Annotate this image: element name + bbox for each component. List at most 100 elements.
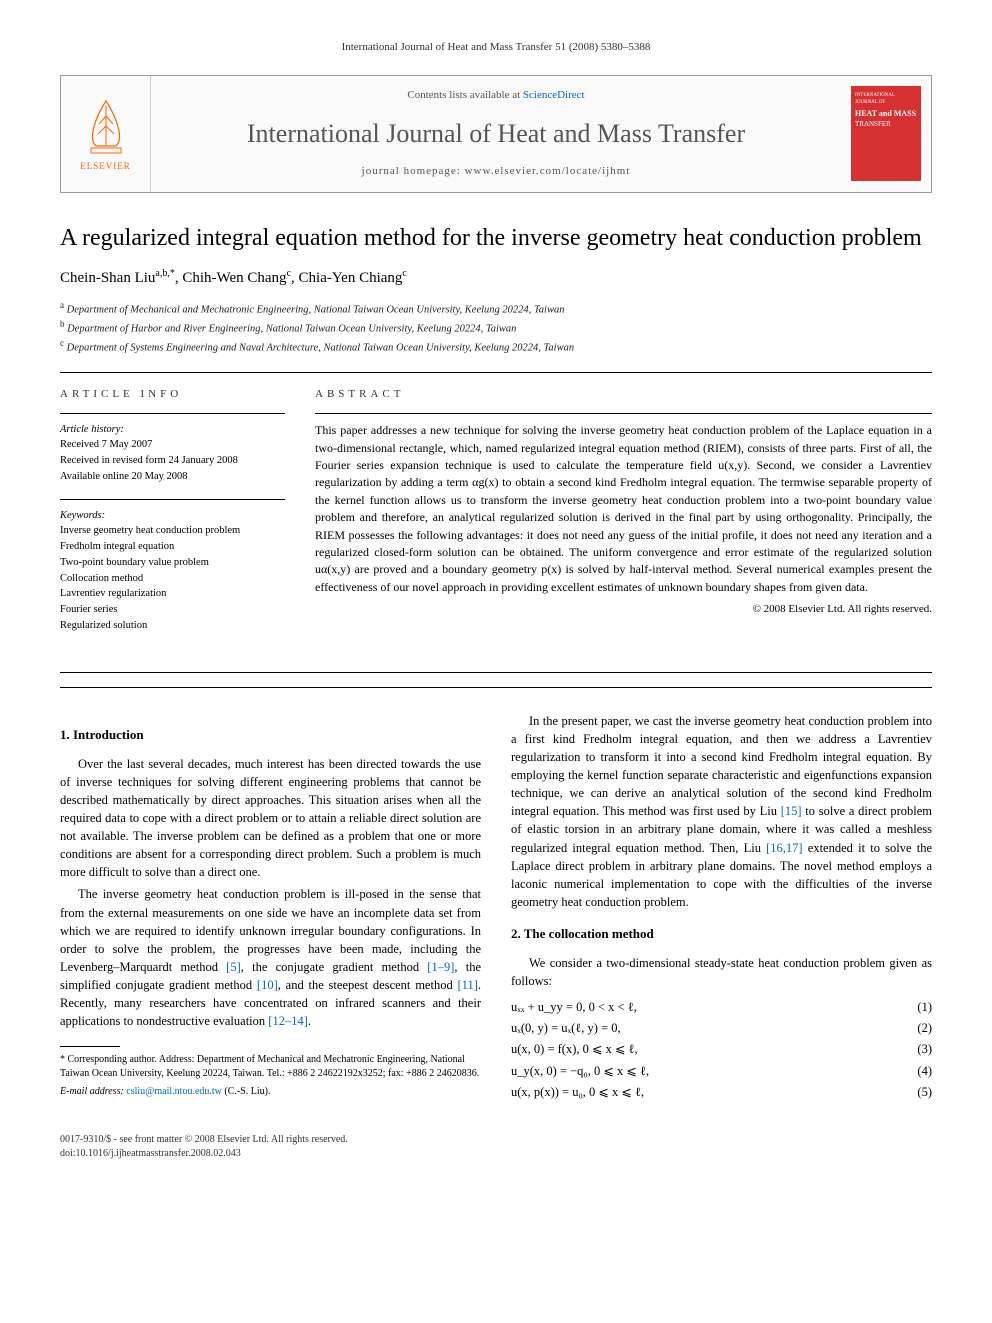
keywords-label: Keywords: bbox=[60, 510, 105, 521]
author-2: , Chih-Wen Chang bbox=[175, 270, 287, 286]
ref-link-10[interactable]: [10] bbox=[257, 978, 278, 992]
journal-name: International Journal of Heat and Mass T… bbox=[163, 116, 829, 152]
footnote-divider bbox=[60, 1046, 120, 1047]
history-received: Received 7 May 2007 bbox=[60, 439, 152, 450]
info-abstract-row: ARTICLE INFO Article history: Received 7… bbox=[60, 387, 932, 647]
history-online: Available online 20 May 2008 bbox=[60, 471, 188, 482]
ref-link-16-17[interactable]: [16,17] bbox=[766, 841, 802, 855]
affil-sup-c: c bbox=[60, 338, 64, 348]
intro-p1: Over the last several decades, much inte… bbox=[60, 755, 481, 882]
eq-5-body: u(x, p(x)) = u₀, 0 ⩽ x ⩽ ℓ, bbox=[511, 1083, 644, 1101]
ref-link-1-9[interactable]: [1–9] bbox=[427, 960, 454, 974]
intro-p2-f: . bbox=[308, 1014, 311, 1028]
abstract: ABSTRACT This paper addresses a new tech… bbox=[315, 387, 932, 647]
divider bbox=[315, 413, 932, 414]
corresponding-author-footnote: * Corresponding author. Address: Departm… bbox=[60, 1053, 481, 1081]
homepage-label: journal homepage: bbox=[362, 165, 465, 177]
email-label: E-mail address: bbox=[60, 1086, 126, 1097]
divider bbox=[60, 413, 285, 414]
contents-line: Contents lists available at ScienceDirec… bbox=[163, 88, 829, 103]
intro-heading: 1. Introduction bbox=[60, 726, 481, 745]
article-title: A regularized integral equation method f… bbox=[60, 223, 932, 253]
divider bbox=[60, 372, 932, 373]
equation-4: u_y(x, 0) = −q₀, 0 ⩽ x ⩽ ℓ, (4) bbox=[511, 1062, 932, 1080]
publisher-logo: ELSEVIER bbox=[61, 76, 151, 191]
eq-3-num: (3) bbox=[917, 1040, 932, 1058]
intro-p3: In the present paper, we cast the invers… bbox=[511, 712, 932, 911]
ref-link-12-14[interactable]: [12–14] bbox=[268, 1014, 308, 1028]
ref-link-5[interactable]: [5] bbox=[226, 960, 241, 974]
header-citation: International Journal of Heat and Mass T… bbox=[60, 40, 932, 55]
keyword-0: Inverse geometry heat conduction problem bbox=[60, 525, 240, 536]
cover-text-main: HEAT and MASS bbox=[855, 108, 917, 119]
equations-block: uₓₓ + u_yy = 0, 0 < x < ℓ, (1) uₓ(0, y) =… bbox=[511, 998, 932, 1101]
author-1-sup: a,b,* bbox=[155, 268, 174, 279]
intro-p2: The inverse geometry heat conduction pro… bbox=[60, 885, 481, 1030]
article-body: 1. Introduction Over the last several de… bbox=[60, 712, 932, 1109]
keyword-5: Fourier series bbox=[60, 604, 117, 615]
equation-1: uₓₓ + u_yy = 0, 0 < x < ℓ, (1) bbox=[511, 998, 932, 1016]
history-label: Article history: bbox=[60, 424, 124, 435]
ref-link-15[interactable]: [15] bbox=[781, 804, 802, 818]
journal-homepage: journal homepage: www.elsevier.com/locat… bbox=[163, 164, 829, 179]
article-history: Article history: Received 7 May 2007 Rec… bbox=[60, 422, 285, 485]
affil-b: Department of Harbor and River Engineeri… bbox=[67, 323, 516, 334]
collocation-p1: We consider a two-dimensional steady-sta… bbox=[511, 954, 932, 990]
elsevier-tree-icon bbox=[81, 96, 131, 156]
eq-1-num: (1) bbox=[917, 998, 932, 1016]
sciencedirect-link[interactable]: ScienceDirect bbox=[523, 89, 585, 101]
eq-3-body: u(x, 0) = f(x), 0 ⩽ x ⩽ ℓ, bbox=[511, 1040, 638, 1058]
keyword-2: Two-point boundary value problem bbox=[60, 557, 209, 568]
email-suffix: (C.-S. Liu). bbox=[222, 1086, 271, 1097]
divider bbox=[60, 499, 285, 500]
affil-sup-a: a bbox=[60, 300, 64, 310]
keywords-block: Keywords: Inverse geometry heat conducti… bbox=[60, 508, 285, 634]
author-3-sup: c bbox=[402, 268, 406, 279]
author-1: Chein-Shan Liu bbox=[60, 270, 155, 286]
cover-text-sub: TRANSFER bbox=[855, 120, 917, 130]
email-link[interactable]: csliu@mail.ntou.edu.tw bbox=[126, 1086, 222, 1097]
abstract-copyright: © 2008 Elsevier Ltd. All rights reserved… bbox=[315, 602, 932, 618]
homepage-url: www.elsevier.com/locate/ijhmt bbox=[465, 165, 631, 177]
equation-3: u(x, 0) = f(x), 0 ⩽ x ⩽ ℓ, (3) bbox=[511, 1040, 932, 1058]
cover-text-top: INTERNATIONAL JOURNAL OF bbox=[855, 92, 917, 106]
email-footnote: E-mail address: csliu@mail.ntou.edu.tw (… bbox=[60, 1085, 481, 1099]
footer-copyright: 0017-9310/$ - see front matter © 2008 El… bbox=[60, 1133, 932, 1147]
eq-4-body: u_y(x, 0) = −q₀, 0 ⩽ x ⩽ ℓ, bbox=[511, 1062, 649, 1080]
equation-2: uₓ(0, y) = uₓ(ℓ, y) = 0, (2) bbox=[511, 1019, 932, 1037]
keyword-4: Lavrentiev regularization bbox=[60, 588, 166, 599]
banner-center: Contents lists available at ScienceDirec… bbox=[151, 76, 841, 191]
article-info-heading: ARTICLE INFO bbox=[60, 387, 285, 402]
divider-thick bbox=[60, 687, 932, 688]
author-3: , Chia-Yen Chiang bbox=[291, 270, 402, 286]
affil-c: Department of Systems Engineering and Na… bbox=[67, 343, 574, 354]
publisher-name: ELSEVIER bbox=[80, 160, 131, 173]
journal-banner: ELSEVIER Contents lists available at Sci… bbox=[60, 75, 932, 192]
eq-2-body: uₓ(0, y) = uₓ(ℓ, y) = 0, bbox=[511, 1019, 621, 1037]
history-revised: Received in revised form 24 January 2008 bbox=[60, 455, 238, 466]
abstract-heading: ABSTRACT bbox=[315, 387, 932, 403]
divider bbox=[60, 672, 932, 673]
eq-4-num: (4) bbox=[917, 1062, 932, 1080]
contents-prefix: Contents lists available at bbox=[407, 89, 522, 101]
keyword-1: Fredholm integral equation bbox=[60, 541, 174, 552]
affil-a: Department of Mechanical and Mechatronic… bbox=[67, 304, 565, 315]
collocation-heading: 2. The collocation method bbox=[511, 925, 932, 944]
eq-2-num: (2) bbox=[917, 1019, 932, 1037]
article-info: ARTICLE INFO Article history: Received 7… bbox=[60, 387, 285, 647]
ref-link-11[interactable]: [11] bbox=[458, 978, 478, 992]
affil-sup-b: b bbox=[60, 319, 65, 329]
footer-doi: doi:10.1016/j.ijheatmasstransfer.2008.02… bbox=[60, 1147, 932, 1161]
authors-line: Chein-Shan Liua,b,*, Chih-Wen Chang c, Ch… bbox=[60, 267, 932, 289]
page-footer: 0017-9310/$ - see front matter © 2008 El… bbox=[60, 1133, 932, 1161]
abstract-text: This paper addresses a new technique for… bbox=[315, 422, 932, 596]
keyword-3: Collocation method bbox=[60, 573, 143, 584]
keyword-6: Regularized solution bbox=[60, 620, 147, 631]
eq-1-body: uₓₓ + u_yy = 0, 0 < x < ℓ, bbox=[511, 998, 637, 1016]
intro-p2-d: , and the steepest descent method bbox=[278, 978, 458, 992]
eq-5-num: (5) bbox=[917, 1083, 932, 1101]
journal-cover: INTERNATIONAL JOURNAL OF HEAT and MASS T… bbox=[841, 76, 931, 191]
intro-p3-a: In the present paper, we cast the invers… bbox=[511, 714, 932, 819]
affiliations: a Department of Mechanical and Mechatron… bbox=[60, 299, 932, 357]
intro-p2-b: , the conjugate gradient method bbox=[241, 960, 428, 974]
